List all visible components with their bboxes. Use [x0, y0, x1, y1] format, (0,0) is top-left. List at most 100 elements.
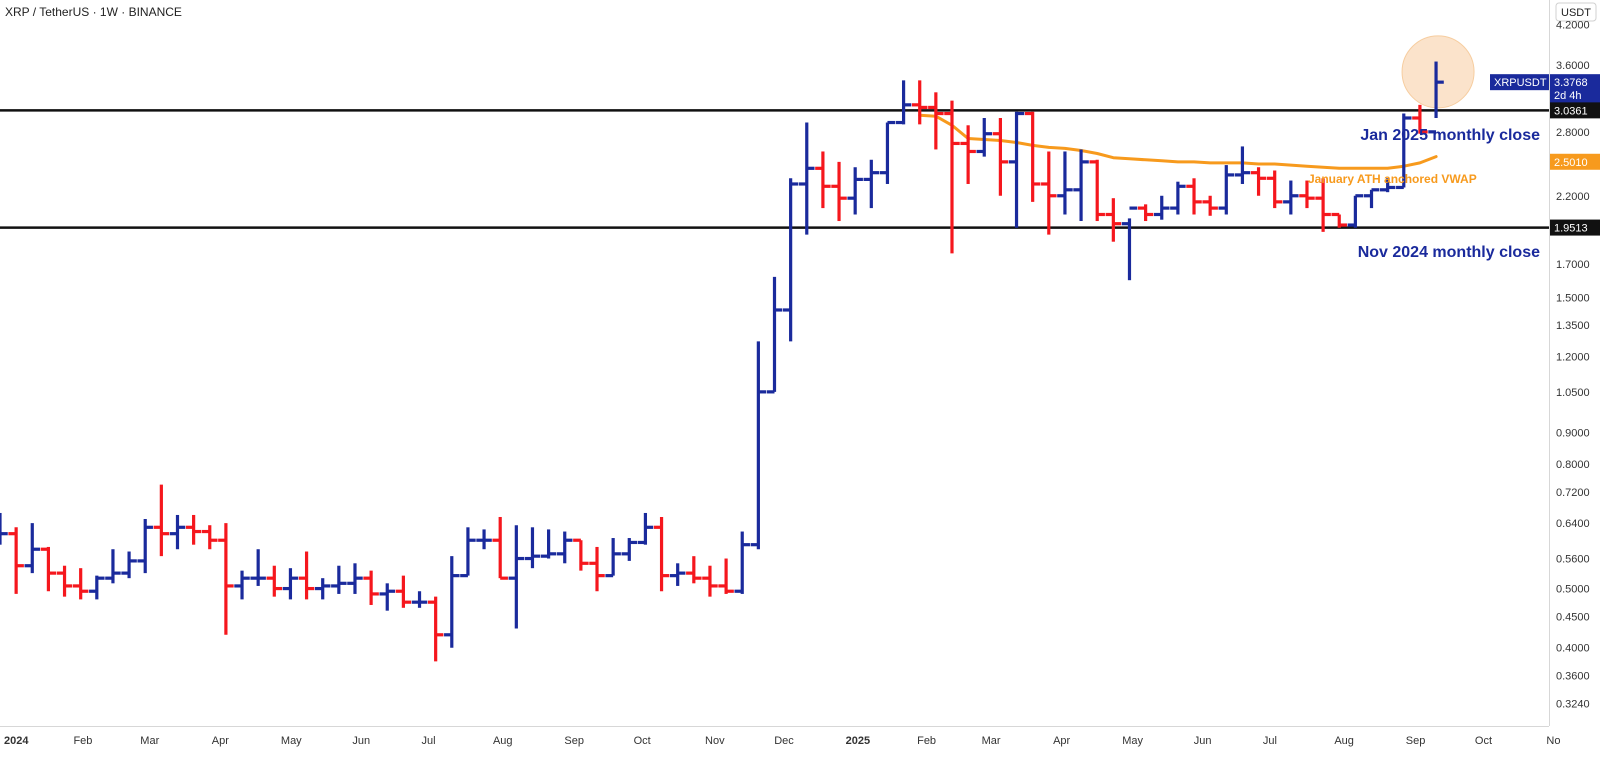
- time-axis[interactable]: 2024 Feb Mar Apr May Jun Jul Aug Sep Oct Nov Dec 202…: [0, 726, 1560, 748]
- ohlc-bar[interactable]: [1121, 206, 1138, 281]
- ohlc-bar[interactable]: [1154, 195, 1170, 220]
- ohlc-bar[interactable]: [250, 549, 266, 586]
- ohlc-bar[interactable]: [1137, 204, 1154, 222]
- ohlc-bar[interactable]: [395, 575, 412, 608]
- ohlc-bar[interactable]: [1057, 151, 1073, 215]
- ohlc-bar[interactable]: [89, 575, 105, 600]
- ohlc-bar[interactable]: [1073, 149, 1089, 222]
- currency-button[interactable]: [1555, 2, 1597, 22]
- ohlc-bar[interactable]: [1299, 180, 1315, 209]
- ohlc-bar[interactable]: [476, 529, 492, 550]
- ohlc-bar[interactable]: [621, 538, 638, 561]
- ohlc-bar[interactable]: [895, 80, 912, 125]
- ohlc-bar[interactable]: [8, 527, 24, 594]
- ohlc-bar[interactable]: [1089, 159, 1105, 222]
- ohlc-bar[interactable]: [40, 546, 57, 592]
- ohlc-bar[interactable]: [444, 556, 460, 648]
- ohlc-bar[interactable]: [202, 525, 218, 550]
- ohlc-bar[interactable]: [782, 178, 799, 342]
- ohlc-bar[interactable]: [605, 538, 621, 578]
- ohlc-bar[interactable]: [0, 512, 8, 545]
- ohlc-bar[interactable]: [1379, 178, 1396, 193]
- ohlc-bar[interactable]: [573, 538, 589, 571]
- ohlc-bar[interactable]: [1250, 167, 1267, 196]
- ohlc-bar[interactable]: [1428, 61, 1444, 134]
- ohlc-bar[interactable]: [702, 565, 718, 597]
- ohlc-bar[interactable]: [1105, 198, 1122, 242]
- ohlc-bar[interactable]: [1186, 178, 1202, 215]
- ohlc-bar[interactable]: [863, 159, 880, 209]
- ohlc-bar[interactable]: [379, 583, 395, 611]
- ohlc-bar[interactable]: [960, 125, 976, 184]
- ohlc-bar[interactable]: [185, 514, 202, 545]
- time-tick-label: Mar: [140, 735, 159, 747]
- ohlc-bar[interactable]: [653, 516, 670, 592]
- ohlc-bar[interactable]: [1008, 111, 1025, 228]
- ohlc-bar[interactable]: [815, 151, 831, 209]
- ohlc-bar[interactable]: [218, 523, 234, 635]
- ohlc-bar[interactable]: [799, 122, 815, 235]
- ohlc-bar[interactable]: [492, 516, 508, 580]
- ohlc-bar[interactable]: [718, 558, 734, 594]
- ohlc-bar[interactable]: [1218, 165, 1235, 215]
- ohlc-bar[interactable]: [686, 556, 702, 584]
- ohlc-bar[interactable]: [363, 570, 379, 605]
- ohlc-bar[interactable]: [766, 276, 783, 394]
- ohlc-bar[interactable]: [556, 531, 573, 564]
- ohlc-bar[interactable]: [944, 100, 960, 254]
- ohlc-bar[interactable]: [314, 578, 331, 600]
- ohlc-bar[interactable]: [847, 167, 863, 215]
- ohlc-bar[interactable]: [427, 596, 444, 662]
- ohlc-bar[interactable]: [282, 568, 299, 600]
- ohlc-bar[interactable]: [976, 117, 993, 157]
- ohlc-bar[interactable]: [1266, 170, 1283, 209]
- ohlc-bar[interactable]: [1331, 212, 1347, 228]
- ohlc-bar[interactable]: [24, 523, 41, 574]
- price-tick-label: 0.3600: [1556, 671, 1590, 683]
- ohlc-bar[interactable]: [750, 341, 767, 550]
- ohlc-bar[interactable]: [734, 531, 750, 594]
- ohlc-bar[interactable]: [831, 161, 847, 222]
- ohlc-bar[interactable]: [508, 525, 525, 629]
- ohlc-bar[interactable]: [347, 563, 363, 594]
- price-axis[interactable]: USDT 4.2000 3.6000 2.8000 2.2000 1.7000 1.500…: [1490, 0, 1600, 726]
- ohlc-bar[interactable]: [1283, 180, 1299, 215]
- ohlc-bar[interactable]: [331, 565, 347, 594]
- ohlc-bar[interactable]: [105, 549, 121, 584]
- ohlc-bar[interactable]: [1170, 181, 1186, 215]
- ohlc-bar[interactable]: [540, 529, 557, 559]
- ohlc-bar[interactable]: [911, 80, 928, 125]
- ohlc-bar[interactable]: [1041, 151, 1057, 235]
- ohlc-bar[interactable]: [169, 514, 186, 550]
- ohlc-bar[interactable]: [879, 120, 896, 184]
- time-tick-label: Jun: [352, 735, 370, 747]
- ohlc-bar[interactable]: [1234, 146, 1251, 184]
- price-tick-label: 1.3500: [1556, 320, 1590, 332]
- ohlc-bar[interactable]: [1202, 195, 1218, 216]
- ohlc-bar[interactable]: [411, 591, 428, 608]
- ohlc-bar[interactable]: [1347, 194, 1364, 228]
- ohlc-bar[interactable]: [589, 546, 605, 592]
- ohlc-bar[interactable]: [266, 565, 283, 597]
- ohlc-bar[interactable]: [234, 570, 250, 600]
- ohlc-bar[interactable]: [1315, 178, 1331, 232]
- ohlc-bar[interactable]: [928, 92, 944, 150]
- ohlc-bar[interactable]: [153, 484, 170, 557]
- ohlc-bar[interactable]: [669, 563, 686, 586]
- ohlc-bar[interactable]: [1363, 188, 1380, 209]
- ohlc-bar[interactable]: [121, 551, 137, 579]
- ohlc-bar[interactable]: [460, 527, 476, 578]
- vwap-line[interactable]: [918, 113, 1438, 170]
- ohlc-bar[interactable]: [56, 565, 73, 597]
- ohlc-bar[interactable]: [1024, 111, 1041, 202]
- ohlc-bar[interactable]: [992, 117, 1009, 196]
- ohlc-bar[interactable]: [1412, 104, 1428, 134]
- ohlc-bar[interactable]: [1396, 113, 1412, 190]
- ohlc-bar[interactable]: [137, 519, 153, 574]
- ohlc-bar[interactable]: [72, 568, 89, 600]
- ohlc-bar[interactable]: [524, 527, 541, 569]
- ohlc-bar[interactable]: [637, 512, 654, 545]
- ohlc-bar[interactable]: [298, 551, 315, 600]
